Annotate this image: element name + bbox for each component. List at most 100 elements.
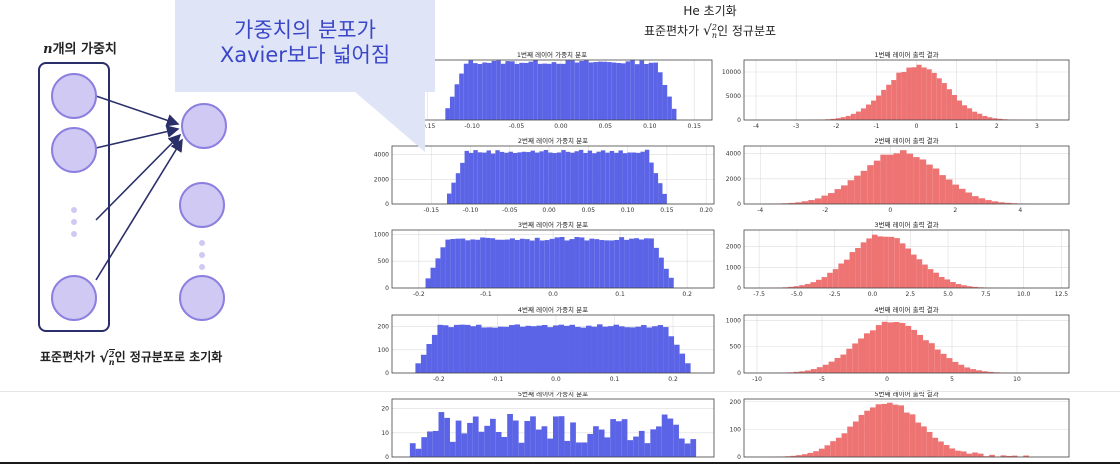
histogram-bar: [420, 354, 427, 373]
histogram-bar: [644, 149, 650, 204]
histogram-bar: [639, 60, 645, 120]
histogram-bar: [481, 327, 487, 373]
histogram-bar: [619, 237, 625, 288]
histogram-bar: [661, 414, 668, 457]
histogram-bar: [426, 344, 432, 373]
x-tick-label: 0.0: [868, 291, 878, 298]
input-neuron: [51, 73, 97, 119]
histogram-bar: [459, 324, 465, 373]
histogram-bar: [454, 84, 460, 120]
x-tick-label: 5.0: [943, 291, 953, 298]
histogram-bar: [425, 278, 431, 288]
histogram-bar: [539, 240, 545, 288]
caption-suffix: 인 정규분포로 초기화: [114, 350, 223, 364]
histogram-bar: [465, 240, 471, 288]
histogram-bar: [834, 189, 842, 204]
histogram-bar: [641, 325, 647, 373]
histogram-bar: [486, 62, 492, 120]
histogram-bar: [972, 111, 978, 120]
histogram-bar: [619, 326, 625, 373]
ellipsis-dot: [199, 252, 205, 258]
histogram-bar: [640, 151, 645, 204]
histogram-bar: [917, 334, 923, 373]
histogram-bar: [653, 173, 659, 204]
input-neuron: [51, 275, 97, 321]
chart-title: 4번째 레이어 출력 결과: [874, 305, 938, 314]
y-tick-label: 2000: [726, 176, 741, 183]
histogram-bar: [967, 108, 973, 120]
histogram-bar: [598, 429, 605, 457]
histogram-bar: [962, 105, 968, 120]
histogram-bar: [530, 416, 536, 457]
histogram-bar: [541, 426, 548, 457]
x-tick-label: -0.10: [463, 207, 479, 214]
histogram-bar: [574, 237, 580, 288]
histogram-bar: [579, 60, 584, 120]
histogram-bar: [832, 269, 839, 288]
histogram-bar: [650, 429, 657, 457]
y-tick-label: 0: [385, 454, 389, 461]
y-tick-label: 100: [730, 426, 742, 433]
histogram-bar: [415, 363, 421, 373]
chart-frame: [743, 314, 1070, 374]
histogram-bar: [946, 89, 952, 120]
histogram-bar: [824, 445, 831, 457]
chart-frame: [391, 145, 715, 205]
diagram-caption: 표준편차가 √ 2 n 인 정규분포로 초기화: [40, 348, 222, 366]
y-tick-label: 5000: [726, 93, 741, 100]
callout-text: 가중치의 분포가 Xavier보다 넓어짐: [175, 18, 435, 68]
histogram-bar: [667, 418, 674, 457]
histogram-bar: [1004, 202, 1012, 204]
histogram-bar: [955, 450, 961, 457]
histogram-bar: [460, 238, 466, 288]
histogram-bar: [530, 150, 535, 204]
histogram-bar: [871, 100, 877, 120]
histogram-bar: [939, 175, 946, 204]
histogram-bar: [847, 180, 855, 204]
histogram-bar: [504, 239, 510, 288]
histogram-bar: [893, 321, 900, 373]
histogram-bar: [795, 202, 802, 204]
histogram-bar: [938, 441, 944, 457]
chart-frame: [391, 314, 715, 374]
histogram-bar: [960, 451, 967, 457]
network-diagram: [51, 73, 227, 321]
histogram-bar: [610, 419, 616, 457]
histogram-bar: [558, 416, 565, 457]
histogram-bar: [449, 441, 456, 457]
histogram-bar: [614, 152, 619, 204]
x-tick-label: 7.5: [981, 291, 991, 298]
histogram-bar: [976, 370, 982, 373]
histogram-bar: [588, 62, 594, 120]
y-tick-label: 0: [737, 454, 741, 461]
x-tick-label: -0.2: [433, 376, 445, 383]
output-neuron: [179, 182, 225, 228]
histogram-bar: [501, 436, 508, 457]
histogram-bar: [504, 152, 509, 204]
histogram-bar: [894, 238, 900, 288]
histogram-bar: [551, 62, 557, 120]
callout-line-2: Xavier보다 넓어짐: [219, 43, 391, 67]
y-tick-label: 0: [385, 201, 389, 208]
histogram-bar: [936, 78, 942, 120]
histogram-bar: [793, 286, 800, 288]
histogram-bar: [584, 240, 590, 288]
histogram-bar: [440, 247, 446, 288]
histogram-bar: [596, 151, 601, 204]
histogram-bar: [503, 326, 509, 373]
histogram-bar: [793, 371, 800, 373]
histogram-bar: [911, 67, 917, 120]
histogram-4: 2번째 레이어 출력 결과 -4 -2 0 2 4 0 2000 4000: [726, 136, 1070, 214]
y-tick-label: 0: [737, 285, 741, 292]
histogram-bar: [977, 453, 984, 457]
histogram-bar: [961, 285, 967, 288]
histogram-bar: [950, 282, 956, 288]
histogram-bar: [509, 238, 515, 288]
histogram-bar: [932, 168, 940, 204]
histogram-bar: [674, 344, 680, 373]
chart-frame: [743, 145, 1070, 205]
input-neuron-group: [38, 62, 110, 332]
chart-title: 5번째 레이어 가중치 분포: [518, 389, 588, 398]
histogram-bar: [602, 61, 608, 120]
histogram-bar: [964, 367, 971, 373]
